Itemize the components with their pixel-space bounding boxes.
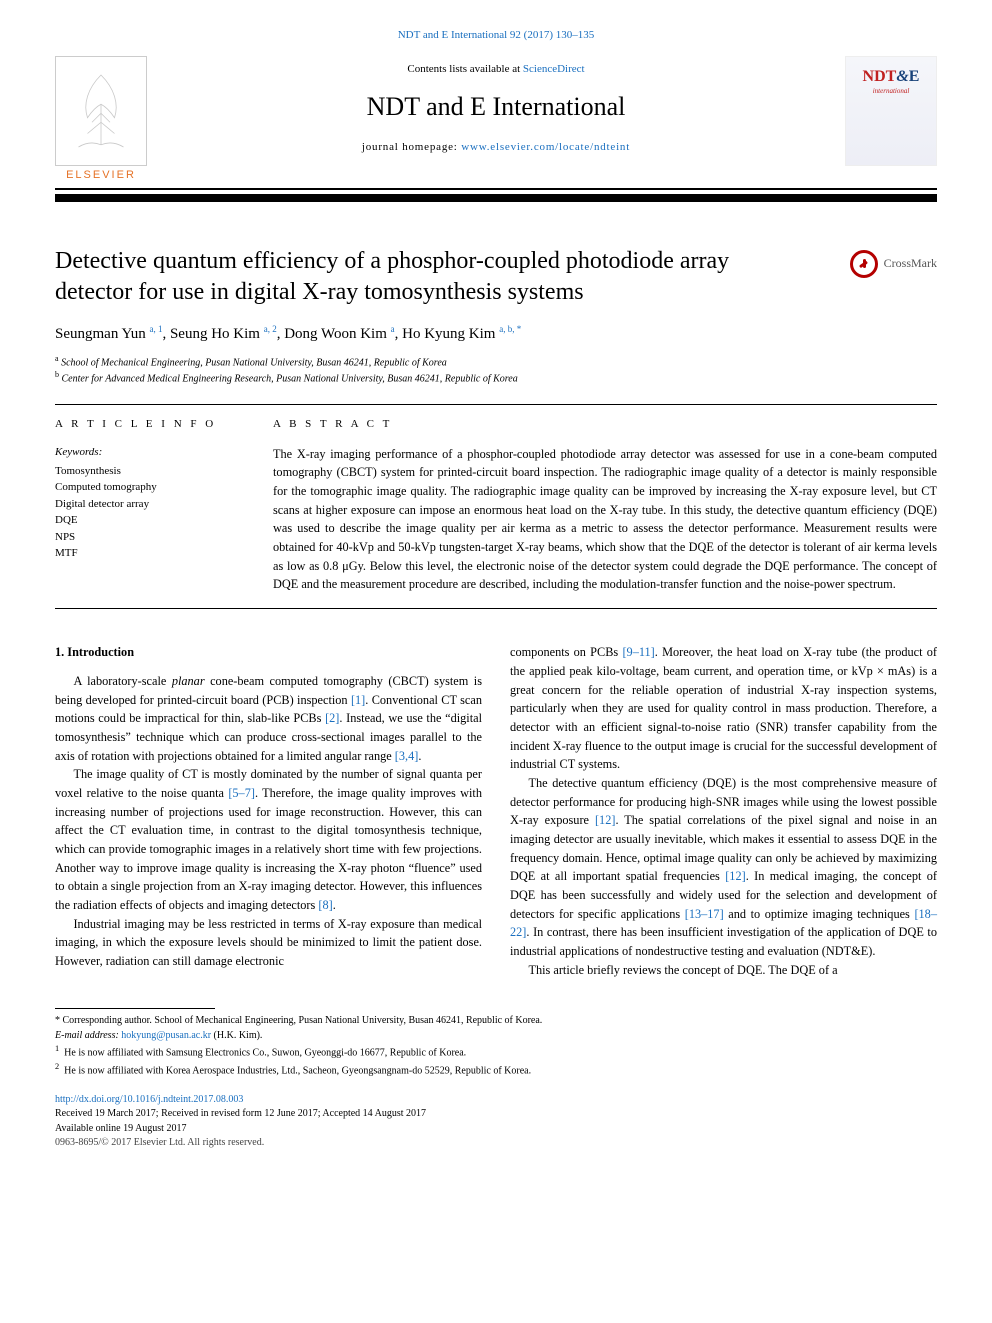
cite-link[interactable]: [2]: [325, 711, 339, 725]
abstract-text: The X-ray imaging performance of a phosp…: [273, 445, 937, 595]
intro-para-3-cont: components on PCBs [9–11]. Moreover, the…: [510, 643, 937, 774]
keyword: NPS: [55, 529, 245, 546]
ndt-e-logo-sub: international: [873, 86, 910, 96]
email-label: E-mail address:: [55, 1030, 121, 1041]
author-3: Dong Woon Kim: [284, 326, 387, 342]
author-1: Seungman Yun: [55, 326, 146, 342]
abstract-heading: A B S T R A C T: [273, 417, 937, 433]
cite-link[interactable]: [3,4]: [395, 749, 419, 763]
crossmark-widget[interactable]: CrossMark: [850, 250, 937, 278]
keywords-heading: Keywords:: [55, 445, 245, 461]
email-paren: (H.K. Kim).: [211, 1030, 262, 1041]
banner-bottom-rule: [55, 194, 937, 202]
cite-link[interactable]: [18–22]: [510, 907, 937, 940]
running-head-link[interactable]: NDT and E International 92 (2017) 130–13…: [398, 29, 595, 41]
author-1-affil-link[interactable]: a, 1: [149, 324, 162, 334]
crossmark-icon: [850, 250, 878, 278]
journal-title: NDT and E International: [155, 88, 837, 126]
section-heading-intro: 1. Introduction: [55, 643, 482, 662]
article-title: Detective quantum efficiency of a phosph…: [55, 246, 937, 307]
abstract-col: A B S T R A C T The X-ray imaging perfor…: [273, 417, 937, 594]
affiliation-b: b Center for Advanced Medical Engineerin…: [55, 370, 937, 386]
keywords-list: Tomosynthesis Computed tomography Digita…: [55, 463, 245, 562]
intro-para-1: A laboratory-scale planar cone-beam comp…: [55, 672, 482, 765]
journal-cover-thumb: NDT&E international: [845, 56, 937, 166]
cite-link[interactable]: [13–17]: [685, 907, 724, 921]
doi-link[interactable]: http://dx.doi.org/10.1016/j.ndteint.2017…: [55, 1094, 243, 1105]
cite-link[interactable]: [8]: [318, 898, 332, 912]
rule-above-info: [55, 404, 937, 405]
tree-icon: [66, 66, 136, 156]
sciencedirect-link[interactable]: ScienceDirect: [523, 63, 585, 75]
author-3-affil-link[interactable]: a: [391, 324, 395, 334]
article-history: Received 19 March 2017; Received in revi…: [55, 1107, 937, 1122]
keyword: Digital detector array: [55, 496, 245, 513]
elsevier-wordmark: ELSEVIER: [55, 168, 147, 184]
corresponding-author-note: * Corresponding author. School of Mechan…: [55, 1014, 937, 1029]
elsevier-logo-block: ELSEVIER: [55, 56, 147, 184]
cite-link[interactable]: [5–7]: [228, 786, 255, 800]
body-column-right: components on PCBs [9–11]. Moreover, the…: [510, 643, 937, 979]
cite-link[interactable]: [12]: [725, 869, 746, 883]
footnotes: * Corresponding author. School of Mechan…: [55, 1014, 937, 1079]
homepage-link[interactable]: www.elsevier.com/locate/ndteint: [461, 141, 630, 153]
available-online: Available online 19 August 2017: [55, 1122, 937, 1137]
crossmark-label: CrossMark: [884, 255, 937, 272]
intro-para-4: The detective quantum efficiency (DQE) i…: [510, 774, 937, 961]
keyword: MTF: [55, 545, 245, 562]
elsevier-tree-logo: [55, 56, 147, 166]
author-4: Ho Kyung Kim: [402, 326, 495, 342]
ndt-e-logo: NDT&E: [863, 65, 920, 88]
footnote-1: 1 He is now affiliated with Samsung Elec…: [55, 1043, 937, 1061]
intro-para-5: This article briefly reviews the concept…: [510, 961, 937, 980]
article-info-col: A R T I C L E I N F O Keywords: Tomosynt…: [55, 417, 245, 594]
doi-history-block: http://dx.doi.org/10.1016/j.ndteint.2017…: [55, 1093, 937, 1151]
intro-para-3: Industrial imaging may be less restricte…: [55, 915, 482, 971]
affiliations: a School of Mechanical Engineering, Pusa…: [55, 354, 937, 386]
author-list: Seungman Yun a, 1, Seung Ho Kim a, 2, Do…: [55, 323, 937, 346]
author-4-affil-link[interactable]: a, b, *: [499, 324, 521, 334]
keyword: Tomosynthesis: [55, 463, 245, 480]
keyword: DQE: [55, 512, 245, 529]
copyright-line: 0963-8695/© 2017 Elsevier Ltd. All right…: [55, 1136, 937, 1151]
contents-lists-line: Contents lists available at ScienceDirec…: [155, 62, 837, 78]
article-info-heading: A R T I C L E I N F O: [55, 417, 245, 433]
cite-link[interactable]: [9–11]: [622, 645, 654, 659]
affiliation-a: a School of Mechanical Engineering, Pusa…: [55, 354, 937, 370]
author-2: Seung Ho Kim: [170, 326, 260, 342]
email-line: E-mail address: hokyung@pusan.ac.kr (H.K…: [55, 1029, 937, 1044]
homepage-label: journal homepage:: [362, 141, 461, 153]
rule-below-abstract: [55, 608, 937, 609]
body-column-left: 1. Introduction A laboratory-scale plana…: [55, 643, 482, 979]
intro-para-2: The image quality of CT is mostly domina…: [55, 765, 482, 915]
journal-banner: ELSEVIER Contents lists available at Sci…: [55, 56, 937, 190]
running-head: NDT and E International 92 (2017) 130–13…: [0, 0, 992, 50]
footnote-rule: [55, 1008, 215, 1009]
author-2-affil-link[interactable]: a, 2: [264, 324, 277, 334]
cite-link[interactable]: [1]: [351, 693, 365, 707]
footnote-2: 2 He is now affiliated with Korea Aerosp…: [55, 1061, 937, 1079]
journal-homepage-line: journal homepage: www.elsevier.com/locat…: [155, 140, 837, 156]
email-link[interactable]: hokyung@pusan.ac.kr: [121, 1030, 211, 1041]
keyword: Computed tomography: [55, 479, 245, 496]
cite-link[interactable]: [12]: [595, 813, 616, 827]
contents-prefix: Contents lists available at: [407, 63, 522, 75]
